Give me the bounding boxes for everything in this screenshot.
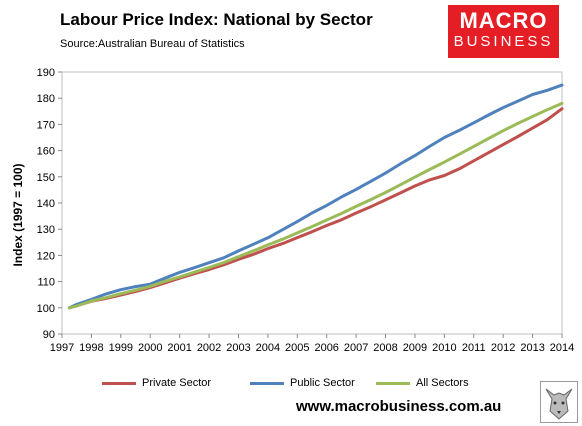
y-tick-label: 120 — [37, 250, 55, 262]
chart-title: Labour Price Index: National by Sector — [60, 10, 373, 29]
y-tick-label: 190 — [37, 67, 55, 79]
y-tick-label: 180 — [37, 93, 55, 105]
x-tick-label: 2000 — [138, 342, 162, 354]
plot-area — [61, 71, 563, 335]
x-tick-label: 1997 — [50, 342, 74, 354]
x-tick-label: 2009 — [403, 342, 427, 354]
legend-label-all: All Sectors — [416, 377, 469, 389]
wolf-logo-icon — [540, 381, 578, 423]
legend-swatch-public — [250, 381, 284, 385]
x-tick-label: 1999 — [109, 342, 133, 354]
y-tick-label: 110 — [37, 277, 55, 289]
x-tick-label: 2001 — [167, 342, 191, 354]
logo-line-1: MACRO — [459, 8, 548, 33]
x-tick-label: 1998 — [79, 342, 103, 354]
legend-private-sector: Private Sector — [102, 377, 211, 389]
series-line-all-sectors — [67, 101, 564, 310]
x-tick-label: 2014 — [550, 342, 574, 354]
y-tick-label: 100 — [37, 303, 55, 315]
website-url: www.macrobusiness.com.au — [296, 398, 502, 415]
x-tick-label: 2003 — [226, 342, 250, 354]
y-axis-label: Index (1997 = 100) — [11, 163, 25, 266]
legend-all-sectors: All Sectors — [376, 377, 469, 389]
legend-label-private: Private Sector — [142, 377, 212, 389]
x-tick-label: 2008 — [373, 342, 397, 354]
legend-public-sector: Public Sector — [250, 377, 355, 389]
x-tick-label: 2007 — [344, 342, 368, 354]
y-tick-label: 150 — [37, 172, 55, 184]
x-tick-label: 2005 — [285, 342, 309, 354]
y-tick-label: 160 — [37, 146, 55, 158]
legend-label-public: Public Sector — [290, 377, 355, 389]
x-tick-label: 2002 — [197, 342, 221, 354]
x-tick-label: 2012 — [491, 342, 515, 354]
chart-source: Source:Australian Bureau of Statistics — [60, 38, 245, 50]
y-tick-label: 140 — [37, 198, 55, 210]
y-tick-label: 90 — [43, 329, 55, 341]
x-tick-label: 2004 — [256, 342, 280, 354]
x-tick-label: 2011 — [462, 342, 486, 354]
x-tick-label: 2013 — [520, 342, 544, 354]
legend-swatch-all — [376, 381, 410, 385]
y-axis: 90 100 110 120 130 140 150 160 170 180 190 — [37, 67, 62, 341]
x-tick-label: 2006 — [314, 342, 338, 354]
y-tick-label: 170 — [37, 119, 55, 131]
series-line-public-sector — [67, 83, 564, 310]
macrobusiness-logo: MACRO BUSINESS — [448, 5, 559, 58]
plot-frame — [61, 71, 563, 335]
legend-swatch-private — [102, 381, 136, 385]
x-tick-label: 2010 — [432, 342, 456, 354]
series-layer — [67, 83, 564, 310]
y-tick-label: 130 — [37, 224, 55, 236]
x-axis: 1997 1998 1999 2000 2001 2002 2003 2004 2005 2006… — [50, 334, 574, 354]
logo-line-2: BUSINESS — [453, 33, 554, 50]
